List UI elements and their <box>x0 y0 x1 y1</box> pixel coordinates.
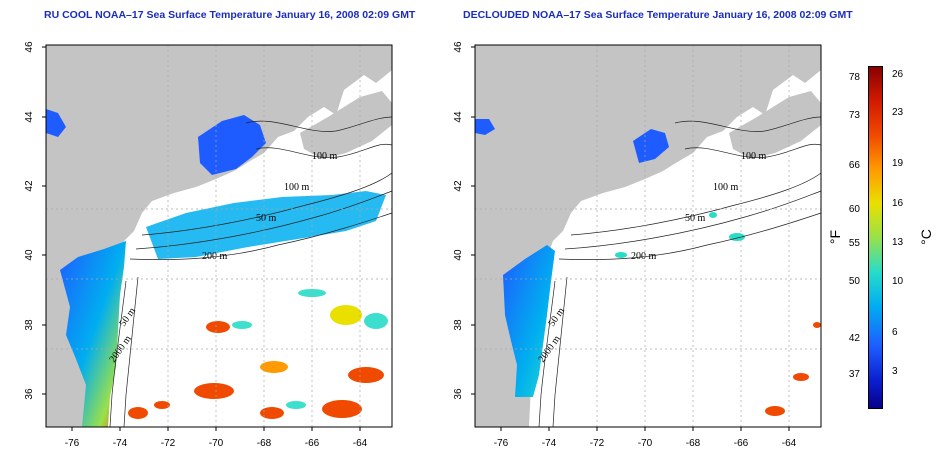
colorbar-c-tick: 10 <box>892 276 904 287</box>
lat-tick-label: 36 <box>453 388 464 400</box>
sst-shelf <box>146 191 386 259</box>
isobath-label: 100 m <box>713 182 739 193</box>
sst-gulf-maine <box>633 129 669 163</box>
lat-tick-label: 44 <box>24 111 35 123</box>
isobath-label: 200 m <box>631 251 657 262</box>
lon-tick-label: -64 <box>782 438 797 449</box>
colorbar-c-tick: 13 <box>892 237 904 248</box>
lat-tick-label: 46 <box>24 41 35 53</box>
lat-tick-label: 36 <box>24 388 35 400</box>
sst-coast <box>503 245 555 397</box>
isobaths <box>538 116 822 428</box>
colorbar-c-tick: 26 <box>892 69 904 80</box>
colorbar-f-tick: 78 <box>848 72 860 83</box>
colorbar-f-tick: 60 <box>848 204 860 215</box>
lon-tick-label: -72 <box>161 438 176 449</box>
sst-map-raw: 100 m 100 m 50 m 200 m 50 m 2000 m -76 <box>24 41 393 449</box>
temperature-colorbar <box>868 66 883 409</box>
sst-gulf-maine <box>198 115 266 175</box>
lat-tick-label: 46 <box>453 41 464 53</box>
colorbar-c-tick: 19 <box>892 158 904 169</box>
lat-tick-label: 44 <box>453 111 464 123</box>
graticule <box>475 45 821 427</box>
sst-coast <box>60 241 126 427</box>
map-frame <box>474 44 822 428</box>
isobath-label: 100 m <box>741 151 767 162</box>
lat-tick-labels: 46 44 42 40 38 36 <box>453 41 464 400</box>
colorbar-f-tick: 37 <box>848 369 860 380</box>
lon-tick-label: -66 <box>734 438 749 449</box>
lon-tick-label: -74 <box>113 438 128 449</box>
lon-tick-label: -70 <box>638 438 653 449</box>
lon-ticks <box>71 427 361 431</box>
lon-tick-labels: -76 -74 -72 -70 -68 -66 -64 <box>494 438 797 449</box>
lat-ticks <box>471 46 475 395</box>
lon-tick-label: -66 <box>305 438 320 449</box>
sst-map-raw-svg: 100 m 100 m 50 m 200 m 50 m 2000 m -76 <box>24 41 393 449</box>
lon-tick-label: -68 <box>686 438 701 449</box>
isobaths <box>109 116 393 428</box>
lon-tick-label: -68 <box>257 438 272 449</box>
sst-map-declouded-svg: 100 m 100 m 50 m 200 m 50 m 2000 m -76 <box>453 41 822 449</box>
lon-tick-label: -74 <box>542 438 557 449</box>
lon-tick-labels: -76 -74 -72 -70 -68 -66 -64 <box>65 438 368 449</box>
lon-tick-label: -64 <box>353 438 368 449</box>
lon-tick-label: -76 <box>494 438 509 449</box>
isobath-label: 50 m <box>117 306 138 329</box>
lat-ticks <box>42 46 46 395</box>
lat-tick-label: 38 <box>453 319 464 331</box>
lon-tick-label: -76 <box>65 438 80 449</box>
colorbar-unit-celsius: °C <box>917 229 934 245</box>
lon-tick-label: -70 <box>209 438 224 449</box>
graticule <box>46 45 392 427</box>
lat-tick-label: 42 <box>453 180 464 192</box>
lat-tick-label: 40 <box>24 249 35 261</box>
colorbar-c-tick: 16 <box>892 198 904 209</box>
cool-patches <box>232 289 388 409</box>
colorbar-c-tick: 3 <box>892 366 898 377</box>
lat-tick-label: 38 <box>24 319 35 331</box>
warm-patches <box>765 322 821 416</box>
lat-tick-label: 42 <box>24 180 35 192</box>
lat-tick-labels: 46 44 42 40 38 36 <box>24 41 35 400</box>
colorbar-f-tick: 50 <box>848 276 860 287</box>
nova-scotia <box>300 91 392 159</box>
sst-upper-left <box>475 119 495 135</box>
sst-upper-left <box>46 109 66 137</box>
warm-patches <box>128 305 384 419</box>
land-mass <box>46 45 392 427</box>
land-mass <box>475 45 821 427</box>
isobath-label: 50 m <box>256 213 277 224</box>
colorbar-f-tick: 42 <box>848 333 860 344</box>
isobath-label: 100 m <box>312 151 338 162</box>
colorbar-f-tick: 66 <box>848 160 860 171</box>
colorbar-c-tick: 6 <box>892 327 898 338</box>
map-frame <box>45 44 393 428</box>
lat-tick-label: 40 <box>453 249 464 261</box>
map-title-left: RU COOL NOAA–17 Sea Surface Temperature … <box>44 9 416 21</box>
isobath-label: 200 m <box>202 251 228 262</box>
colorbar-f-tick: 55 <box>848 238 860 249</box>
isobath-label: 50 m <box>546 306 567 329</box>
lon-tick-label: -72 <box>590 438 605 449</box>
colorbar-c-tick: 23 <box>892 107 904 118</box>
isobath-label: 100 m <box>284 182 310 193</box>
map-title-right: DECLOUDED NOAA–17 Sea Surface Temperatur… <box>463 9 853 21</box>
sst-map-declouded: 100 m 100 m 50 m 200 m 50 m 2000 m -76 <box>453 41 822 449</box>
colorbar-f-tick: 73 <box>848 110 860 121</box>
colorbar-unit-fahrenheit: °F <box>827 229 844 245</box>
lon-ticks <box>500 427 790 431</box>
nova-scotia <box>729 91 821 159</box>
isobath-label: 50 m <box>685 213 706 224</box>
